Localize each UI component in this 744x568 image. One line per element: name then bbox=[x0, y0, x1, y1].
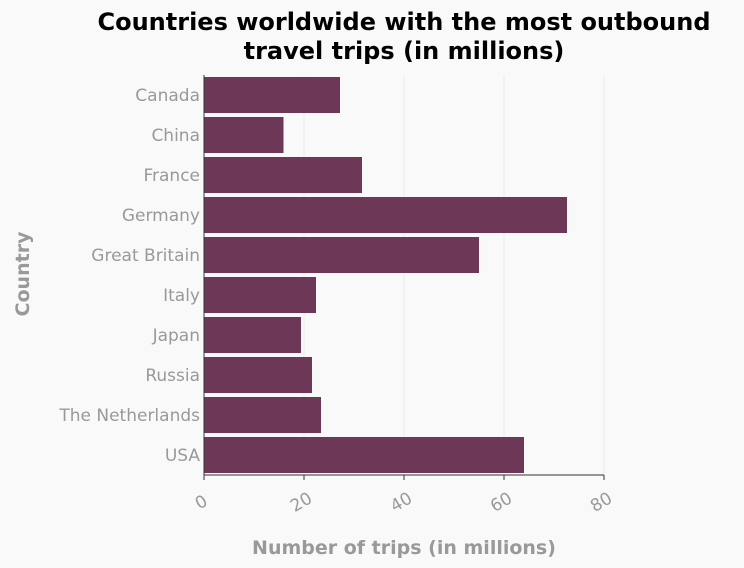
chart-title-line-2: travel trips (in millions) bbox=[244, 37, 565, 65]
y-tick-label: Russia bbox=[145, 366, 200, 386]
x-tick-label: 60 bbox=[487, 489, 516, 517]
y-tick-label: Germany bbox=[122, 206, 200, 226]
bar bbox=[204, 237, 479, 273]
y-tick-label: Japan bbox=[152, 326, 200, 346]
bar bbox=[204, 437, 524, 473]
axes bbox=[203, 75, 605, 480]
y-axis-title: Country bbox=[12, 231, 34, 317]
x-tick-label: 40 bbox=[387, 489, 416, 517]
bar bbox=[204, 157, 362, 193]
y-tick-labels: Canada China France Germany Great Britain Ita… bbox=[58, 86, 200, 466]
x-tick-label: 20 bbox=[287, 489, 316, 517]
bar bbox=[204, 197, 567, 233]
bar bbox=[204, 277, 316, 313]
y-tick-label: Canada bbox=[135, 86, 200, 106]
y-tick-label: China bbox=[151, 126, 200, 146]
x-tick-label: 80 bbox=[587, 489, 616, 517]
y-tick-label: The Netherlands bbox=[58, 406, 200, 426]
bar bbox=[204, 317, 301, 353]
x-tick-label: 0 bbox=[192, 491, 211, 514]
x-tick-labels: 0 20 40 60 80 bbox=[192, 489, 616, 517]
y-tick-label: France bbox=[143, 166, 200, 186]
y-tick-label: Italy bbox=[163, 286, 200, 306]
chart-title-line-1: Countries worldwide with the most outbou… bbox=[97, 8, 710, 36]
bar bbox=[204, 117, 284, 153]
bars bbox=[204, 77, 567, 473]
bar bbox=[204, 357, 312, 393]
bar bbox=[204, 397, 321, 433]
y-tick-label: Great Britain bbox=[91, 246, 200, 266]
y-tick-label: USA bbox=[165, 446, 201, 466]
x-axis-title: Number of trips (in millions) bbox=[252, 537, 556, 559]
bar bbox=[204, 77, 340, 113]
